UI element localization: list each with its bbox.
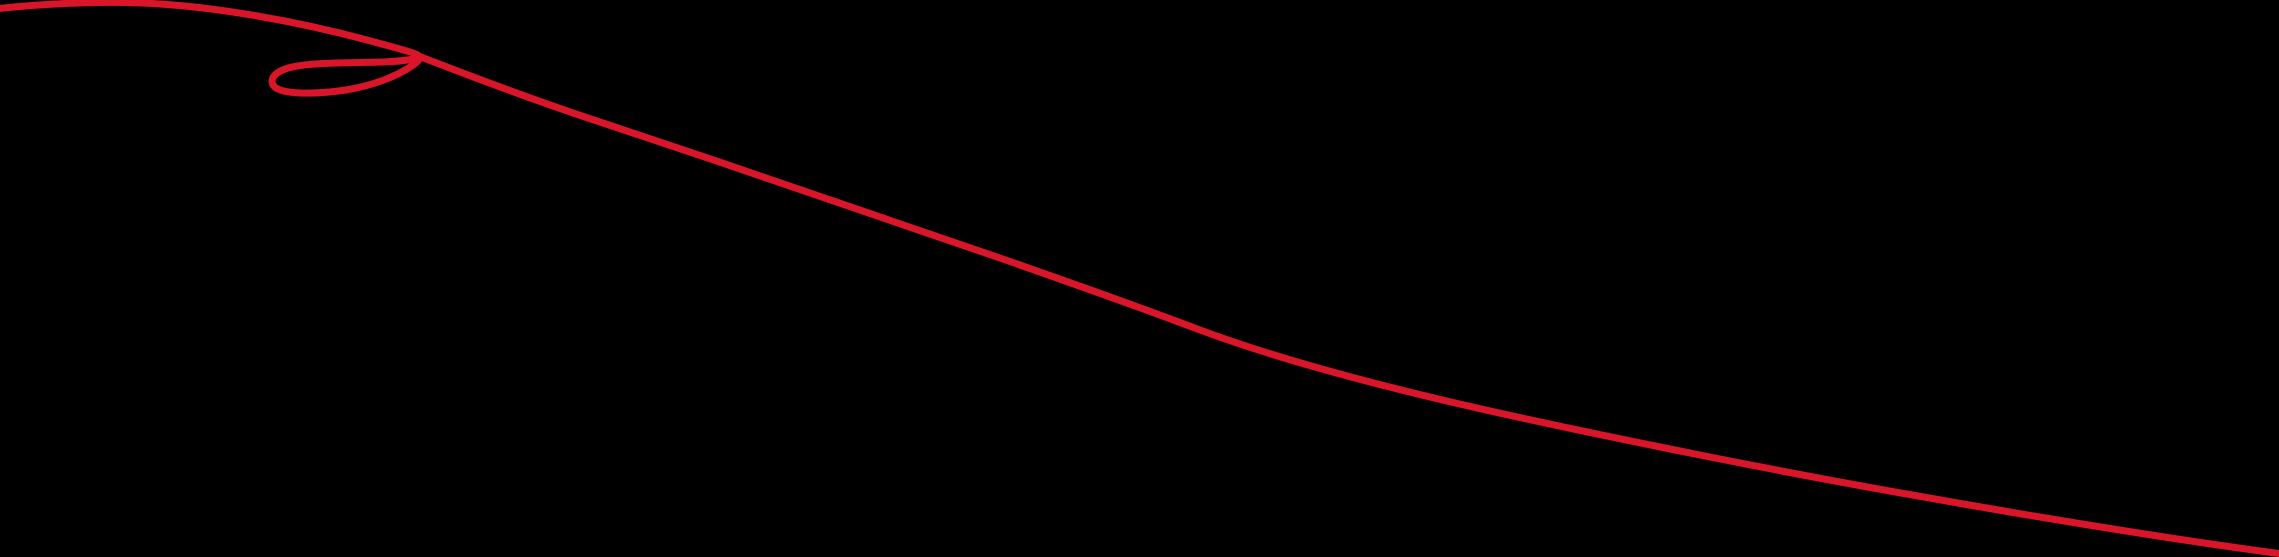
background-rect	[0, 0, 2279, 557]
stroke-canvas-svg	[0, 0, 2279, 557]
figure-canvas	[0, 0, 2279, 557]
red-loop-stroke-path	[0, 0, 2279, 557]
